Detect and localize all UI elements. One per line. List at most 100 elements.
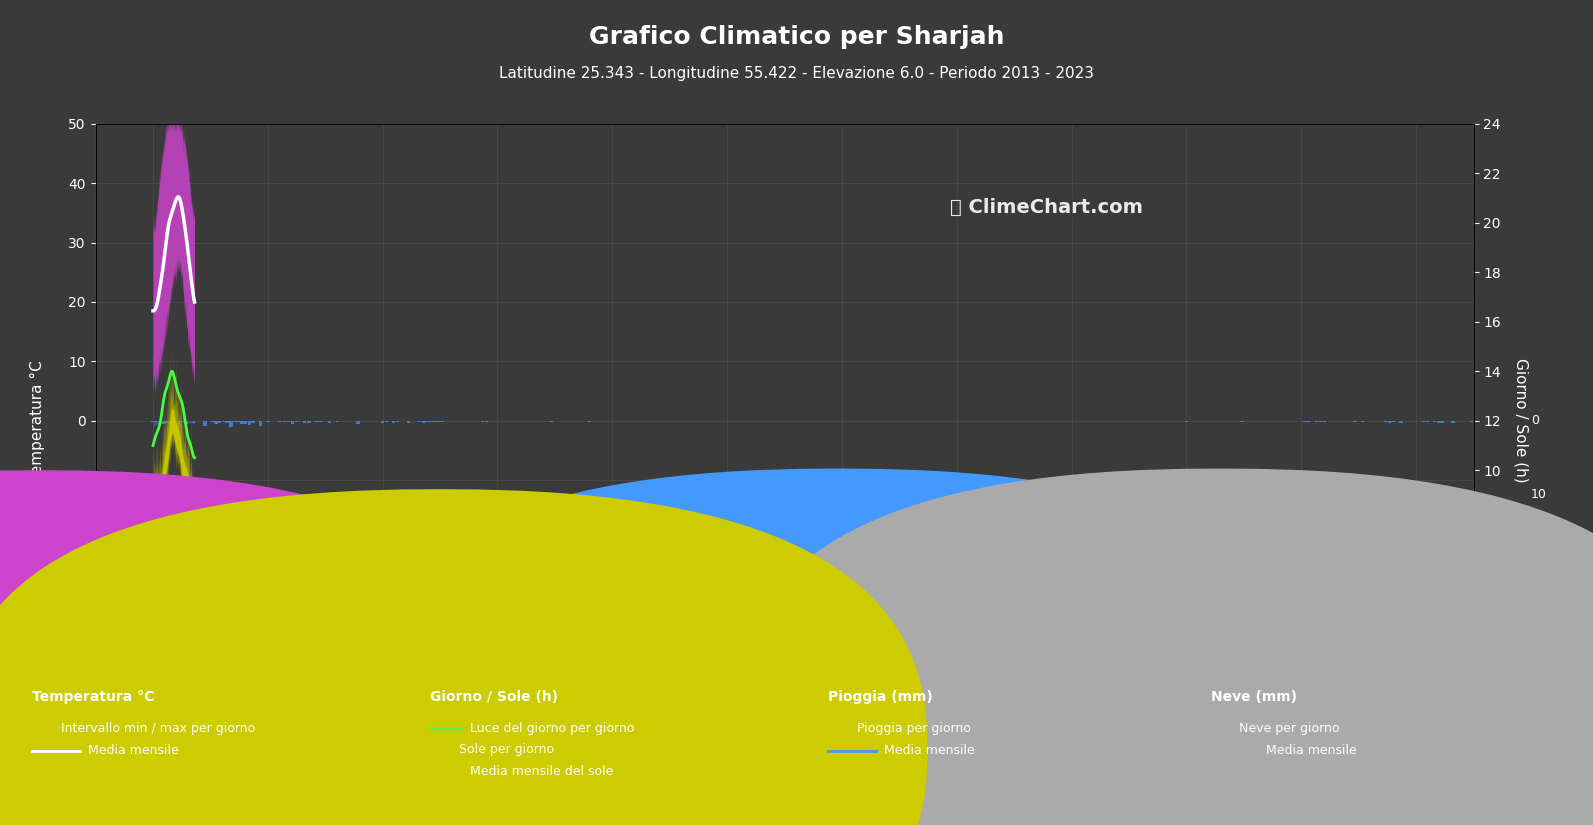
Bar (1488, 421, 1493, 422)
Bar (241, 421, 244, 424)
Text: Media mensile: Media mensile (884, 744, 975, 757)
Bar (244, 421, 247, 424)
Text: 🌍 ClimeChart.com: 🌍 ClimeChart.com (164, 596, 330, 615)
Bar (307, 421, 311, 423)
Bar (357, 421, 360, 423)
Bar (315, 421, 319, 422)
Bar (290, 421, 295, 423)
Bar (417, 421, 422, 422)
Bar (204, 421, 207, 427)
Text: 30: 30 (1531, 637, 1547, 650)
Bar (1314, 421, 1319, 422)
Bar (1303, 421, 1306, 422)
Bar (193, 421, 196, 423)
Bar (151, 421, 155, 422)
Bar (1504, 421, 1507, 422)
Bar (170, 421, 174, 424)
Bar (1360, 421, 1364, 422)
Text: 40: 40 (1531, 711, 1547, 724)
Bar (210, 421, 213, 422)
Bar (295, 421, 298, 422)
Bar (1440, 421, 1443, 422)
Bar (433, 421, 436, 422)
Bar (1388, 421, 1391, 422)
Text: Media mensile del sole: Media mensile del sole (470, 765, 613, 778)
Bar (287, 421, 290, 422)
Bar (221, 421, 225, 422)
Y-axis label: Temperatura °C: Temperatura °C (30, 361, 46, 481)
Bar (1322, 421, 1325, 422)
Bar (166, 421, 169, 422)
Text: 🌍 ClimeChart.com: 🌍 ClimeChart.com (949, 198, 1142, 217)
Bar (588, 421, 591, 422)
Bar (247, 421, 252, 425)
Bar (392, 421, 395, 423)
Text: Temperatura °C: Temperatura °C (32, 691, 155, 705)
Text: Neve per giorno: Neve per giorno (1239, 722, 1340, 735)
Bar (233, 421, 236, 422)
Bar (436, 421, 440, 422)
Text: Neve (mm): Neve (mm) (1211, 691, 1297, 705)
Text: Intervallo min / max per giorno: Intervallo min / max per giorno (61, 722, 255, 735)
Bar (303, 421, 306, 422)
Text: Sole per giorno: Sole per giorno (459, 742, 554, 756)
Y-axis label: Giorno / Sole (h): Giorno / Sole (h) (1513, 358, 1529, 483)
Bar (258, 421, 263, 426)
Text: Giorno / Sole (h): Giorno / Sole (h) (430, 691, 558, 705)
Bar (1308, 421, 1311, 422)
Text: © ClimeChart.com: © ClimeChart.com (1456, 811, 1561, 821)
Text: Pioggia per giorno: Pioggia per giorno (857, 722, 970, 735)
Bar (336, 421, 339, 422)
Bar (384, 421, 389, 422)
Bar (1352, 421, 1357, 422)
Bar (1496, 421, 1499, 422)
Text: 10: 10 (1531, 488, 1547, 502)
Bar (252, 421, 255, 423)
Bar (320, 421, 323, 422)
Bar (1434, 421, 1437, 422)
Bar (185, 421, 188, 424)
Bar (162, 421, 166, 424)
Bar (1437, 421, 1440, 423)
Text: 0: 0 (1531, 414, 1539, 427)
Bar (266, 421, 269, 422)
Bar (481, 421, 484, 422)
Bar (425, 421, 429, 422)
Bar (1507, 421, 1510, 422)
Text: Luce del giorno per giorno: Luce del giorno per giorno (470, 722, 634, 735)
Bar (225, 421, 229, 422)
Bar (1423, 421, 1426, 422)
Bar (1515, 421, 1518, 423)
Bar (1470, 421, 1474, 422)
Bar (1319, 421, 1322, 422)
Bar (440, 421, 443, 422)
Bar (381, 421, 384, 422)
Bar (1399, 421, 1402, 422)
Bar (155, 421, 158, 422)
Text: 20: 20 (1531, 563, 1547, 576)
Bar (550, 421, 553, 422)
Text: Pioggia (mm): Pioggia (mm) (828, 691, 933, 705)
Text: Media mensile: Media mensile (1266, 744, 1357, 757)
Text: Grafico Climatico per Sharjah: Grafico Climatico per Sharjah (589, 25, 1004, 49)
Bar (328, 421, 331, 423)
Bar (484, 421, 487, 422)
Bar (1384, 421, 1388, 422)
Bar (236, 421, 241, 422)
Bar (279, 421, 282, 422)
Bar (213, 421, 218, 424)
Text: Latitudine 25.343 - Longitudine 55.422 - Elevazione 6.0 - Periodo 2013 - 2023: Latitudine 25.343 - Longitudine 55.422 -… (499, 66, 1094, 81)
Bar (406, 421, 411, 423)
Bar (282, 421, 287, 422)
Bar (395, 421, 400, 422)
Bar (429, 421, 433, 422)
Bar (218, 421, 221, 423)
Bar (422, 421, 425, 423)
Bar (1451, 421, 1454, 422)
Text: Media mensile: Media mensile (88, 744, 178, 757)
Bar (1185, 421, 1188, 422)
Bar (1426, 421, 1429, 422)
Bar (1241, 421, 1244, 422)
Bar (1474, 421, 1477, 422)
Bar (1391, 421, 1395, 422)
